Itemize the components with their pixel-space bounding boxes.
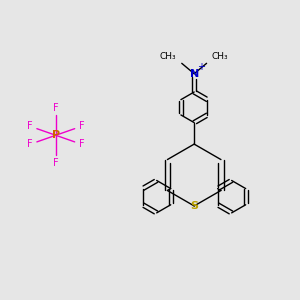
Text: F: F (79, 121, 84, 131)
Text: F: F (27, 139, 33, 149)
Text: F: F (27, 121, 33, 131)
Text: N: N (190, 69, 199, 79)
Text: F: F (53, 158, 58, 168)
Text: +: + (196, 62, 205, 72)
Text: P: P (52, 130, 60, 140)
Text: F: F (79, 139, 84, 149)
Text: S: S (190, 201, 198, 211)
Text: CH₃: CH₃ (160, 52, 176, 61)
Text: CH₃: CH₃ (212, 52, 229, 61)
Text: F: F (53, 103, 58, 113)
